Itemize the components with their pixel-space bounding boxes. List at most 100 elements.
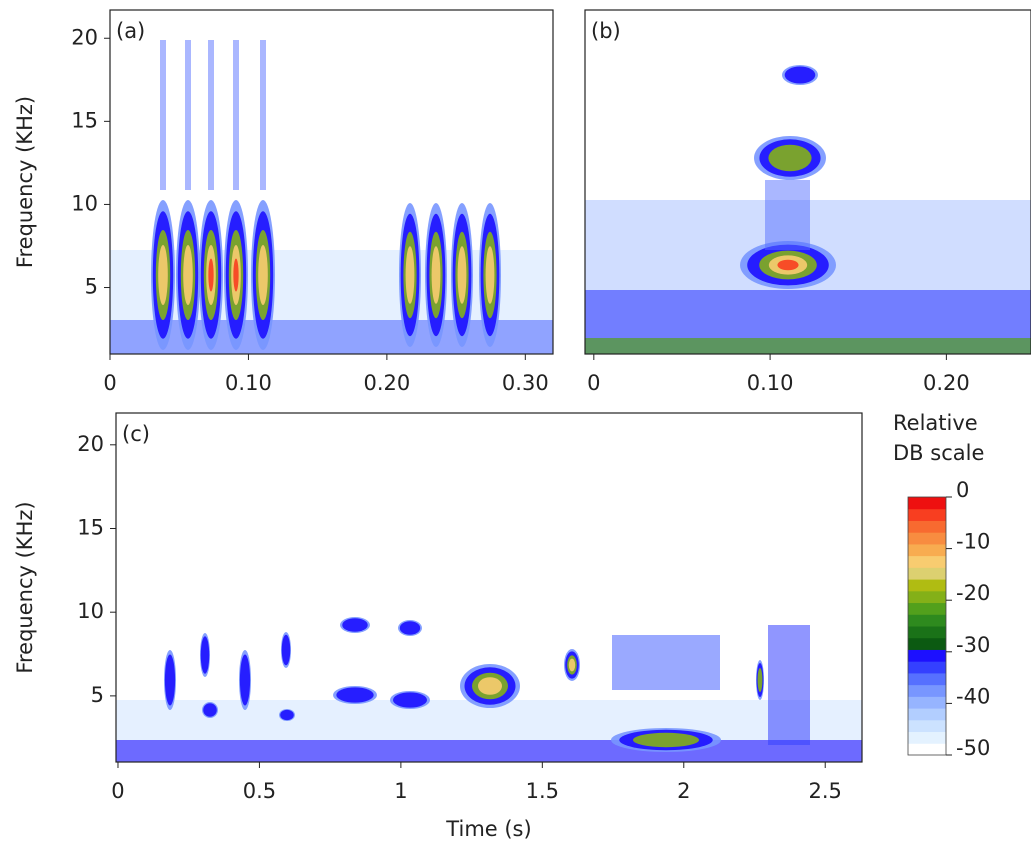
spectral-energy — [777, 259, 799, 271]
spectrogram-image — [585, 65, 1031, 354]
spectrogram-image — [116, 617, 862, 762]
colorbar-tick-label: 0 — [956, 478, 969, 502]
x-tick-label: 0.5 — [243, 779, 276, 803]
colorbar-cell — [908, 719, 946, 733]
spectral-energy — [164, 654, 176, 706]
colorbar-cell — [908, 731, 946, 744]
x-tick-label: 0.10 — [225, 371, 272, 395]
spectral-energy — [336, 687, 374, 703]
spectral-energy — [399, 621, 421, 635]
x-tick-label: 0.20 — [923, 371, 970, 395]
colorbar-tick-label: -30 — [956, 633, 990, 657]
colorbar-cell — [908, 508, 946, 521]
spectrogram-image — [110, 40, 553, 354]
colorbar-cell — [908, 590, 946, 604]
spectral-energy — [393, 692, 427, 708]
plot-frame — [584, 9, 1031, 355]
spectral-energy — [478, 677, 502, 695]
colorbar-cell — [908, 543, 946, 557]
broadband — [612, 635, 720, 690]
spectral-energy — [757, 668, 763, 692]
broadband — [768, 625, 810, 745]
colorbar-cell — [908, 520, 946, 533]
spectral-energy — [431, 246, 441, 304]
spectral-energy — [768, 144, 812, 172]
spectral-energy — [258, 245, 268, 305]
spectral-energy — [200, 636, 210, 674]
noise-floor — [116, 740, 862, 762]
noise-floor — [585, 338, 1031, 354]
y-axis-label: Frequency (KHz) — [13, 501, 37, 673]
x-tick-label: 1 — [394, 779, 407, 803]
x-tick-label: 0 — [587, 371, 600, 395]
spectral-energy — [280, 709, 294, 721]
x-tick-label: 2 — [677, 779, 690, 803]
spectral-energy — [568, 658, 576, 672]
spectral-energy — [208, 258, 214, 292]
colorbar-cell — [908, 708, 946, 721]
spectral-energy — [485, 246, 495, 304]
x-tick-label: 0.10 — [747, 371, 794, 395]
panel-label: (b) — [591, 19, 621, 43]
harmonic — [233, 40, 239, 190]
y-tick-label: 10 — [77, 599, 104, 623]
spectral-energy — [203, 703, 217, 717]
y-tick-label: 5 — [91, 683, 104, 707]
spectral-energy — [405, 246, 415, 304]
colorbar-cell — [908, 532, 946, 545]
spectral-energy — [158, 245, 168, 305]
colorbar-frame — [907, 496, 947, 756]
colorbar-tick-label: -50 — [956, 736, 990, 760]
harmonic — [765, 180, 810, 250]
plot-frame — [109, 9, 554, 355]
y-tick-label: 10 — [71, 191, 98, 215]
panel-label: (c) — [122, 422, 150, 446]
y-tick-label: 20 — [77, 432, 104, 456]
colorbar-cell — [908, 626, 946, 639]
spectral-energy — [342, 618, 368, 632]
harmonic — [160, 40, 166, 190]
y-tick-label: 5 — [85, 275, 98, 299]
x-tick-label: 0.30 — [502, 371, 549, 395]
x-tick-label: 0 — [103, 371, 116, 395]
x-tick-label: 2.5 — [809, 779, 842, 803]
y-tick-label: 20 — [71, 25, 98, 49]
harmonic — [260, 40, 266, 190]
y-tick-label: 15 — [71, 108, 98, 132]
colorbar-cell — [908, 555, 946, 568]
colorbar-tick-label: -40 — [956, 684, 990, 708]
colorbar-tick-label: -10 — [956, 530, 990, 554]
spectral-energy — [633, 732, 699, 748]
x-tick-label: 0 — [111, 779, 124, 803]
colorbar-cell — [908, 672, 946, 686]
harmonic — [208, 40, 214, 190]
colorbar-cell — [908, 614, 946, 627]
plot-frame — [115, 412, 863, 763]
colorbar-cell — [908, 602, 946, 615]
y-tick-label: 15 — [77, 515, 104, 539]
spectral-energy — [281, 634, 291, 666]
colorbar-cell — [908, 579, 946, 592]
x-tick-label: 1.5 — [526, 779, 559, 803]
colorbar-cell — [908, 637, 946, 650]
x-tick-label: 0.20 — [363, 371, 410, 395]
colorbar-cell — [908, 743, 946, 756]
colorbar-cell — [908, 567, 946, 580]
spectral-energy — [457, 246, 467, 304]
spectral-energy — [233, 258, 239, 292]
panel-label: (a) — [116, 19, 145, 43]
colorbar-tick-label: -20 — [956, 581, 990, 605]
colorbar-cell — [908, 696, 946, 709]
spectral-energy — [784, 66, 816, 84]
colorbar-cell — [908, 497, 946, 510]
harmonic — [185, 40, 191, 190]
spectral-energy — [239, 654, 251, 706]
colorbar-cell — [908, 684, 946, 697]
colorbar-cell — [908, 661, 946, 674]
spectral-energy — [183, 245, 193, 305]
colorbar-title: Relative DB scale — [893, 411, 985, 465]
x-axis-label: Time (s) — [445, 817, 531, 841]
colorbar-cell — [908, 649, 946, 662]
